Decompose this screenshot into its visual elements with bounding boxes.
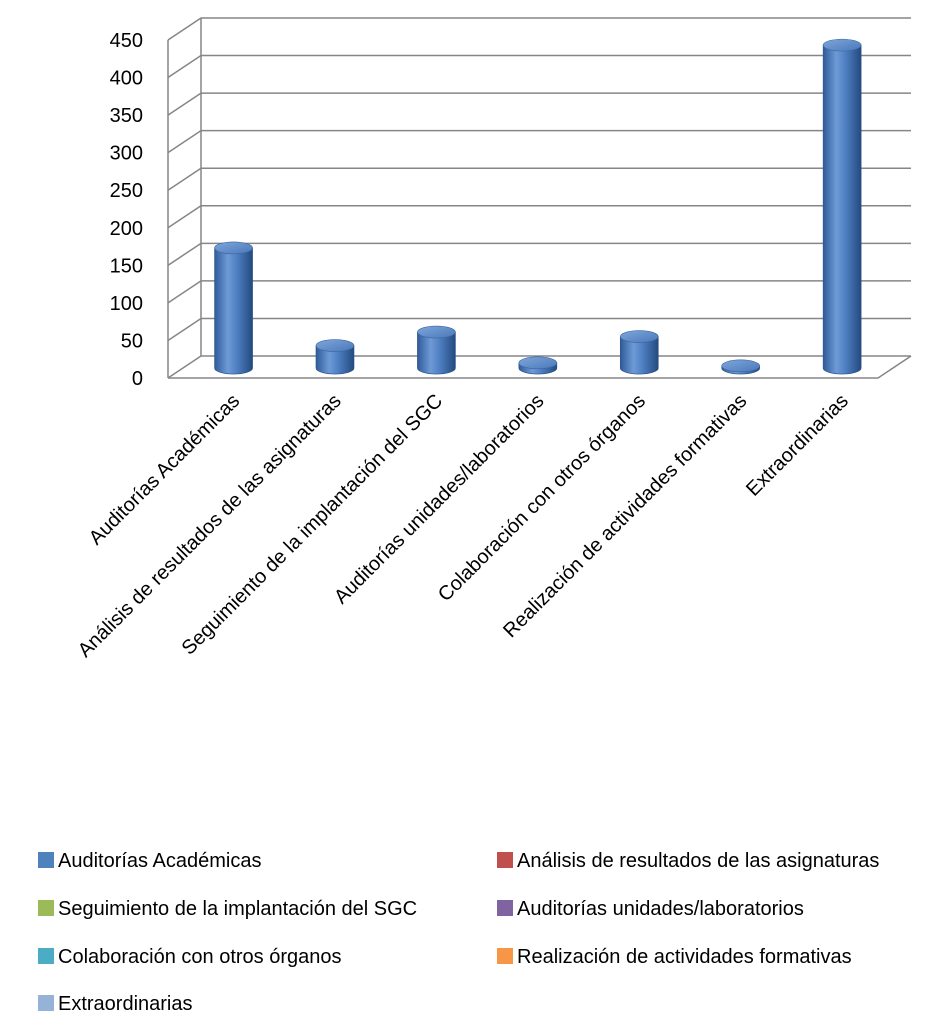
y-tick-label: 250 [110, 180, 143, 202]
x-tick-label: Colaboración con otros órganos [434, 390, 650, 606]
bars [214, 38, 862, 375]
legend-label: Colaboración con otros órganos [58, 946, 342, 968]
legend-label: Análisis de resultados de las asignatura… [517, 850, 879, 872]
y-tick-label: 450 [110, 30, 143, 52]
chart-walls [167, 18, 912, 379]
gridline [167, 317, 911, 342]
legend-swatch [38, 995, 54, 1011]
bar [315, 339, 355, 375]
bar [721, 359, 761, 375]
legend-item: Auditorías unidades/laboratorios [497, 898, 804, 920]
bar [822, 38, 862, 375]
gridline [167, 17, 911, 41]
gridline [167, 54, 911, 79]
legend: Auditorías Académicas Análisis de resulta… [38, 850, 879, 1015]
legend-swatch [497, 852, 513, 868]
legend-swatch [38, 948, 54, 964]
legend-label: Realización de actividades formativas [517, 946, 852, 968]
legend-swatch [38, 900, 54, 916]
legend-label: Auditorías unidades/laboratorios [517, 898, 804, 920]
legend-item: Análisis de resultados de las asignatura… [497, 850, 879, 872]
legend-item: Realización de actividades formativas [497, 946, 852, 968]
floor-edge [168, 355, 912, 379]
legend-swatch [38, 852, 54, 868]
y-axis-tick-labels: 0 50 100 150 200 250 300 350 400 450 [110, 30, 143, 390]
bar [518, 356, 558, 375]
legend-item: Auditorías Académicas [38, 850, 261, 872]
y-tick-label: 400 [110, 68, 143, 90]
x-tick-label: Extraordinarias [742, 390, 853, 501]
legend-label: Extraordinarias [58, 993, 193, 1015]
y-tick-label: 50 [121, 330, 143, 352]
legend-swatch [497, 948, 513, 964]
y-tick-label: 300 [110, 143, 143, 165]
gridline [167, 242, 911, 266]
legend-item: Colaboración con otros órganos [38, 946, 342, 968]
legend-label: Seguimiento de la implantación del SGC [58, 898, 417, 920]
y-tick-label: 100 [110, 293, 143, 315]
bar [619, 330, 659, 375]
gridline [167, 280, 911, 304]
bar [214, 241, 253, 375]
gridline [167, 205, 911, 229]
legend-item: Extraordinarias [38, 993, 193, 1015]
gridlines [167, 17, 911, 379]
bar [417, 325, 456, 375]
y-tick-label: 200 [110, 218, 143, 240]
legend-label: Auditorías Académicas [58, 850, 261, 872]
gridline [167, 355, 911, 379]
y-tick-label: 0 [132, 368, 143, 390]
x-tick-label: Auditorías unidades/laboratorios [330, 390, 548, 608]
legend-item: Seguimiento de la implantación del SGC [38, 898, 417, 920]
legend-swatch [497, 900, 513, 916]
gridline [167, 167, 911, 191]
y-tick-label: 150 [110, 255, 143, 277]
y-tick-label: 350 [110, 105, 143, 127]
gridline [167, 92, 911, 116]
gridline [167, 129, 911, 154]
